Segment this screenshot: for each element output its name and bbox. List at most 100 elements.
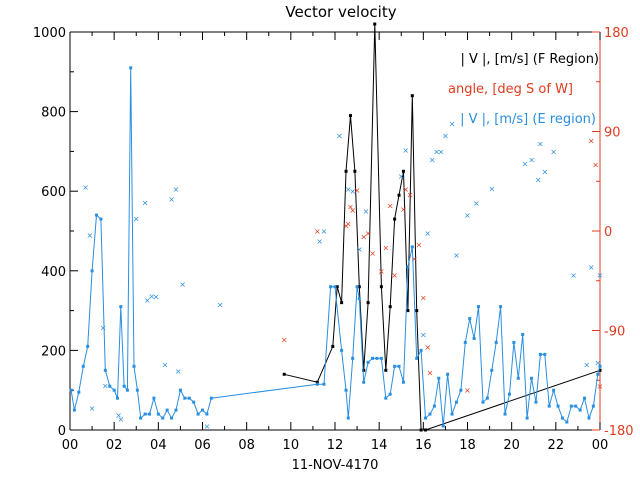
data-point-2 — [90, 269, 94, 273]
data-point-0 — [357, 285, 361, 289]
scatter-mark-1: × — [407, 191, 414, 200]
data-point-2 — [415, 356, 419, 360]
y-tick-label-left: 800 — [41, 106, 66, 121]
data-point-2 — [494, 340, 498, 344]
data-point-2 — [463, 340, 467, 344]
x-tick-label: 22 — [548, 438, 565, 453]
data-point-0 — [335, 285, 339, 289]
x-tick-label: 12 — [327, 438, 344, 453]
data-point-2 — [468, 317, 472, 321]
scatter-mark-2: × — [148, 292, 155, 301]
scatter-mark-2: × — [453, 251, 460, 260]
data-point-2 — [375, 356, 379, 360]
scatter-mark-2: × — [179, 280, 186, 289]
data-point-0 — [362, 368, 366, 372]
scatter-mark-1: × — [345, 219, 352, 228]
x-tick-label: 00 — [62, 438, 79, 453]
data-point-2 — [406, 265, 410, 269]
scatter-mark-2: × — [349, 187, 356, 196]
data-point-2 — [569, 404, 573, 408]
data-point-2 — [516, 376, 520, 380]
scatter-mark-1: × — [391, 271, 398, 280]
data-point-2 — [401, 380, 405, 384]
data-point-2 — [95, 213, 98, 217]
data-point-2 — [481, 400, 485, 404]
data-point-2 — [148, 412, 151, 416]
x-tick-label: 08 — [238, 438, 255, 453]
scatter-mark-2: × — [402, 146, 409, 155]
scatter-mark-2: × — [438, 147, 445, 156]
data-point-0 — [415, 309, 419, 313]
scatter-mark-2: × — [162, 360, 169, 369]
data-point-0 — [384, 368, 388, 372]
data-point-2 — [379, 356, 383, 360]
scatter-mark-1: × — [400, 205, 407, 214]
scatter-mark-1: × — [354, 186, 361, 195]
data-point-2 — [538, 352, 542, 356]
data-point-0 — [315, 380, 319, 384]
data-point-2 — [565, 420, 569, 424]
scatter-mark-2: × — [420, 330, 427, 339]
legend-e-region: | V |, [m/s] (E region) — [460, 112, 596, 127]
data-point-2 — [583, 396, 587, 400]
scatter-mark-2: × — [429, 155, 436, 164]
scatter-mark-2: × — [464, 211, 471, 220]
data-point-2 — [355, 285, 359, 289]
data-point-2 — [143, 412, 147, 416]
data-point-2 — [357, 297, 361, 301]
data-point-0 — [393, 217, 397, 221]
data-point-2 — [135, 388, 139, 392]
data-point-2 — [362, 380, 366, 384]
scatter-mark-1: × — [597, 382, 604, 391]
scatter-mark-2: × — [583, 360, 590, 369]
scatter-mark-2: × — [316, 237, 323, 246]
scatter-mark-2: × — [597, 271, 604, 280]
data-point-2 — [552, 388, 556, 392]
data-point-2 — [446, 372, 450, 376]
text-layer: Vector velocity 11-NOV-4170 | V |, [m/s]… — [285, 3, 599, 473]
data-point-2 — [472, 336, 476, 340]
scatter-mark-2: × — [175, 367, 182, 376]
data-point-2 — [315, 382, 319, 386]
x-tick-label: 00 — [592, 438, 609, 453]
scatter-mark-2: × — [173, 185, 180, 194]
data-point-2 — [410, 245, 414, 249]
data-point-2 — [340, 348, 344, 352]
data-point-2 — [81, 364, 85, 368]
scatter-mark-1: × — [360, 233, 367, 242]
scatter-mark-1: × — [365, 229, 372, 238]
data-point-2 — [450, 412, 454, 416]
scatter-mark-2: × — [168, 195, 175, 204]
data-point-2 — [598, 364, 602, 368]
scatter-mark-2: × — [588, 263, 595, 272]
data-point-2 — [346, 416, 350, 420]
x-axis-label: 11-NOV-4170 — [292, 458, 379, 473]
y-tick-label-right: 0 — [604, 225, 612, 240]
scatter-mark-1: × — [387, 202, 394, 211]
data-point-2 — [329, 285, 333, 289]
y-tick-label-left: 0 — [58, 424, 66, 439]
legend-angle: angle, [deg S of W] — [448, 82, 573, 97]
series-line-2 — [70, 67, 601, 427]
data-point-2 — [507, 392, 511, 396]
x-tick-label: 18 — [459, 438, 476, 453]
data-point-0 — [379, 285, 383, 289]
data-point-2 — [344, 388, 348, 392]
data-point-2 — [477, 305, 481, 309]
scatter-mark-2: × — [442, 131, 449, 140]
series-layer: ××××××××××××××××××××××× ×××××××××××××××××… — [69, 22, 604, 432]
scatter-mark-2: × — [424, 229, 431, 238]
scatter-mark-2: × — [570, 271, 577, 280]
scatter-mark-2: × — [115, 411, 122, 420]
data-point-2 — [454, 400, 458, 404]
data-point-2 — [108, 384, 112, 388]
data-point-2 — [99, 217, 103, 221]
y-tick-label-right: 90 — [604, 126, 621, 141]
chart-title: Vector velocity — [285, 3, 396, 21]
scatter-mark-2: × — [398, 172, 405, 181]
data-point-0 — [373, 22, 377, 26]
data-point-2 — [591, 404, 595, 408]
data-point-2 — [139, 416, 143, 420]
data-point-2 — [170, 416, 174, 420]
data-point-2 — [556, 404, 560, 408]
